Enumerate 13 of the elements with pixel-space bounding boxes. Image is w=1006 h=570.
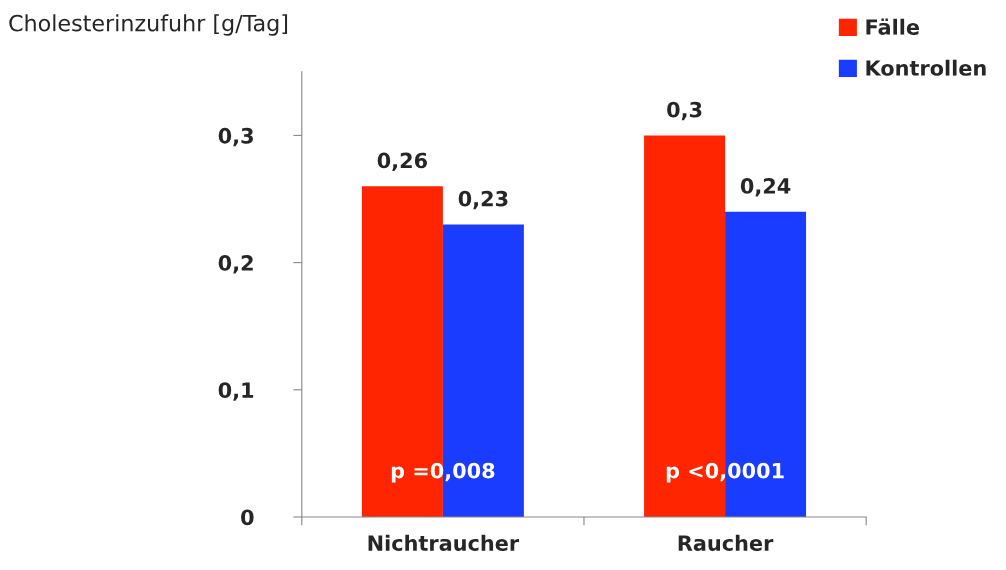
x-tick-label: Raucher xyxy=(678,534,774,551)
x-tick-label: Nichtraucher xyxy=(368,534,520,551)
data-label: 0,23 xyxy=(458,190,508,210)
y-tick-label: 0,3 xyxy=(218,127,253,147)
data-label: 0,3 xyxy=(667,101,702,121)
y-tick-label: 0,2 xyxy=(218,255,253,274)
data-label: 0,24 xyxy=(740,178,791,197)
y-tick-label: 0,1 xyxy=(218,382,254,401)
y-tick-label: 0 xyxy=(241,509,254,526)
legend-label: Fälle xyxy=(866,18,920,35)
legend-label: Kontrollen xyxy=(866,59,986,76)
y-axis-title: Cholesterinzufuhr [g/Tag] xyxy=(9,14,288,36)
data-label: 0,26 xyxy=(377,152,427,172)
